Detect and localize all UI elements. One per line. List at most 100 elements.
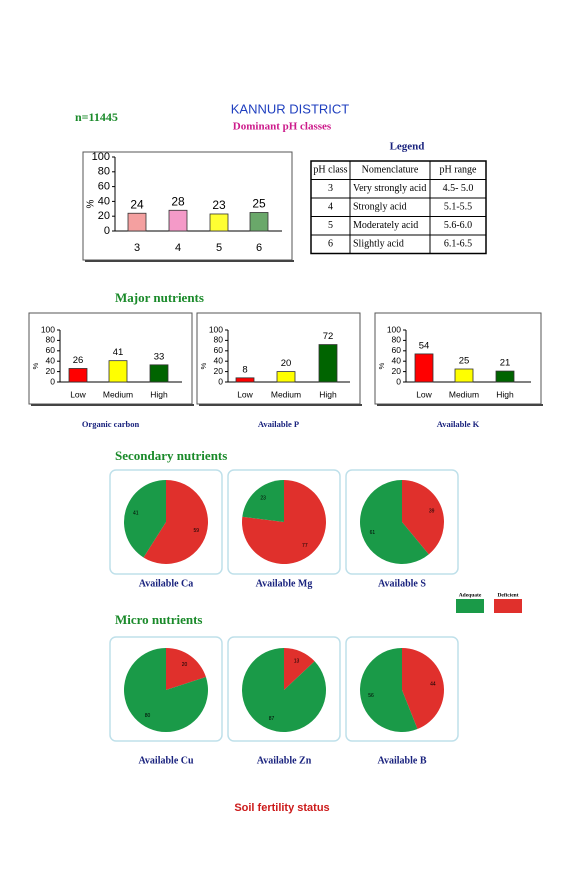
bar bbox=[68, 368, 88, 383]
y-tick-label: 0 bbox=[218, 376, 223, 386]
legend-swatch bbox=[494, 599, 522, 613]
chart-caption: Available Cu bbox=[138, 755, 194, 766]
y-tick-label: 80 bbox=[392, 335, 402, 345]
chart-shadow bbox=[377, 404, 543, 406]
y-axis-label: % bbox=[377, 362, 386, 369]
chart-shadow bbox=[31, 404, 194, 406]
bar bbox=[149, 364, 169, 383]
table-cell: 5.1-5.5 bbox=[444, 202, 472, 213]
x-tick-label: Low bbox=[70, 389, 86, 399]
x-tick-label: High bbox=[319, 389, 337, 399]
chart-shadow bbox=[199, 404, 362, 406]
y-tick-label: 80 bbox=[214, 335, 224, 345]
value-label: 23 bbox=[212, 198, 226, 212]
bar bbox=[209, 213, 229, 232]
value-label: 25 bbox=[252, 197, 266, 211]
chart-caption: Available Zn bbox=[257, 755, 312, 766]
chart-caption: Organic carbon bbox=[82, 419, 140, 429]
chart-caption: Available P bbox=[258, 419, 299, 429]
y-tick-label: 100 bbox=[41, 324, 55, 334]
value-label: 44 bbox=[430, 681, 436, 687]
y-axis-label: % bbox=[31, 362, 40, 369]
x-tick-label: Medium bbox=[103, 389, 133, 399]
table-cell: 4 bbox=[328, 202, 333, 213]
table-header: pH class bbox=[313, 165, 347, 176]
chart-caption: Available S bbox=[378, 578, 426, 589]
chart-caption: Available K bbox=[437, 419, 480, 429]
value-label: 61 bbox=[370, 530, 376, 536]
chart-shadow bbox=[85, 260, 294, 262]
value-label: 13 bbox=[294, 658, 300, 664]
y-tick-label: 0 bbox=[50, 376, 55, 386]
x-tick-label: Low bbox=[237, 389, 253, 399]
pie-slice bbox=[166, 648, 206, 690]
y-tick-label: 0 bbox=[396, 376, 401, 386]
x-tick-label: High bbox=[496, 389, 514, 399]
footer: Soil fertility status bbox=[234, 802, 329, 814]
value-label: 26 bbox=[73, 355, 84, 366]
bar bbox=[249, 212, 269, 232]
bar bbox=[318, 344, 338, 383]
value-label: 54 bbox=[419, 340, 430, 351]
y-tick-label: 20 bbox=[214, 366, 224, 376]
value-label: 39 bbox=[429, 509, 435, 515]
subtitle: Dominant pH classes bbox=[233, 121, 332, 133]
x-tick-label: High bbox=[150, 389, 168, 399]
section-heading: Major nutrients bbox=[115, 290, 204, 305]
x-tick-label: 6 bbox=[256, 242, 262, 254]
x-tick-label: Low bbox=[416, 389, 432, 399]
pie-slice bbox=[242, 480, 284, 522]
bar bbox=[454, 368, 474, 383]
bar bbox=[414, 353, 434, 383]
value-label: 41 bbox=[113, 347, 124, 358]
table-header: pH range bbox=[440, 165, 477, 176]
y-tick-label: 60 bbox=[214, 345, 224, 355]
value-label: 72 bbox=[323, 331, 334, 342]
table-cell: 4.5- 5.0 bbox=[443, 183, 474, 194]
value-label: 28 bbox=[171, 194, 185, 208]
y-axis-label: % bbox=[199, 362, 208, 369]
y-tick-label: 100 bbox=[92, 151, 110, 163]
y-tick-label: 60 bbox=[46, 345, 56, 355]
pie-slice bbox=[402, 480, 445, 555]
table-cell: Very strongly acid bbox=[353, 183, 426, 194]
legend-swatch bbox=[456, 599, 484, 613]
table-header: Nomenclature bbox=[362, 165, 419, 176]
pie-slice bbox=[124, 480, 166, 558]
value-label: 20 bbox=[182, 662, 188, 668]
y-tick-label: 100 bbox=[209, 324, 223, 334]
table-frame bbox=[310, 160, 487, 255]
pie-slice bbox=[360, 480, 429, 564]
section-heading: Micro nutrients bbox=[115, 612, 203, 627]
value-label: 59 bbox=[193, 528, 199, 534]
bar bbox=[495, 370, 515, 383]
y-tick-label: 40 bbox=[46, 355, 56, 365]
value-label: 21 bbox=[500, 358, 511, 369]
table-cell: 6 bbox=[328, 239, 333, 250]
value-label: 33 bbox=[154, 351, 165, 362]
table-cell: 5.6-6.0 bbox=[444, 220, 472, 231]
table-cell: 5 bbox=[328, 220, 333, 231]
x-tick-label: Medium bbox=[449, 389, 479, 399]
y-tick-label: 60 bbox=[392, 345, 402, 355]
y-tick-label: 40 bbox=[98, 195, 110, 207]
x-tick-label: 4 bbox=[175, 242, 181, 254]
pie-slice bbox=[143, 480, 208, 565]
legend-title: Legend bbox=[390, 141, 425, 153]
legend-label: Deficient bbox=[497, 592, 518, 598]
bar bbox=[168, 209, 188, 232]
chart-frame bbox=[82, 151, 293, 261]
bar bbox=[127, 212, 147, 232]
y-tick-label: 20 bbox=[46, 366, 56, 376]
chart-caption: Available Ca bbox=[139, 578, 194, 589]
pie-slice bbox=[360, 648, 418, 732]
pie-slice bbox=[242, 648, 327, 732]
title: KANNUR DISTRICT bbox=[231, 101, 350, 116]
chart-caption: Available Mg bbox=[256, 578, 313, 589]
table-cell: Strongly acid bbox=[353, 202, 407, 213]
pie-slice bbox=[284, 648, 315, 690]
legend-label: Adequate bbox=[459, 592, 482, 598]
chart-frame bbox=[374, 312, 542, 405]
sample-count: n=11445 bbox=[75, 110, 118, 124]
